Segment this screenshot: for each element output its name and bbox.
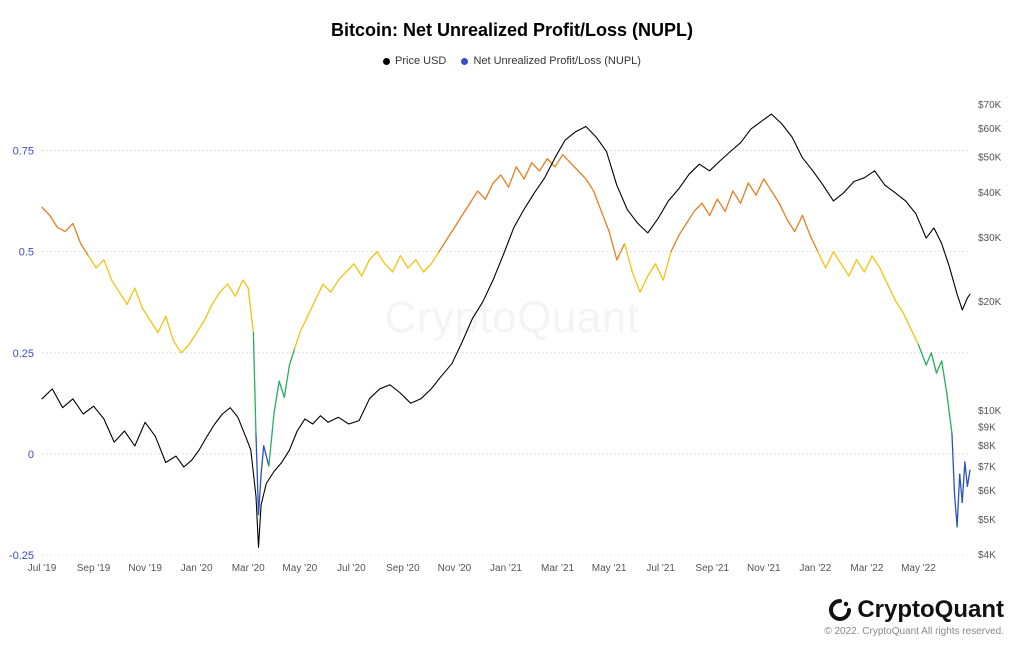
brand-logo-icon (829, 599, 851, 621)
svg-text:May '21: May '21 (592, 563, 627, 574)
svg-text:0.25: 0.25 (13, 348, 34, 360)
svg-text:$10K: $10K (978, 406, 1002, 417)
svg-text:Nov '20: Nov '20 (438, 563, 472, 574)
svg-text:Mar '22: Mar '22 (850, 563, 883, 574)
svg-text:$5K: $5K (978, 515, 996, 526)
svg-text:$70K: $70K (978, 100, 1002, 111)
svg-text:Jul '20: Jul '20 (337, 563, 366, 574)
svg-text:$20K: $20K (978, 297, 1002, 308)
svg-text:Nov '19: Nov '19 (128, 563, 162, 574)
svg-text:Jan '20: Jan '20 (181, 563, 213, 574)
svg-text:$50K: $50K (978, 153, 1002, 164)
svg-text:Sep '20: Sep '20 (386, 563, 420, 574)
plot-svg: -0.25 0 0.25 0.5 0.75 $4K $5K $6K $7K $8K $9K $10K… (0, 0, 1024, 645)
svg-text:May '22: May '22 (901, 563, 936, 574)
svg-text:0: 0 (28, 449, 34, 461)
svg-text:$30K: $30K (978, 233, 1002, 244)
svg-text:Mar '20: Mar '20 (232, 563, 265, 574)
svg-text:Sep '19: Sep '19 (77, 563, 111, 574)
svg-text:Jul '21: Jul '21 (646, 563, 675, 574)
brand-text: CryptoQuant (857, 596, 1004, 624)
svg-text:-0.25: -0.25 (9, 550, 34, 562)
svg-text:$6K: $6K (978, 486, 996, 497)
svg-text:$9K: $9K (978, 422, 996, 433)
svg-text:May '20: May '20 (282, 563, 317, 574)
svg-text:$7K: $7K (978, 462, 996, 473)
svg-text:$4K: $4K (978, 550, 996, 561)
svg-text:Nov '21: Nov '21 (747, 563, 781, 574)
svg-text:$8K: $8K (978, 441, 996, 452)
svg-text:Jan '22: Jan '22 (799, 563, 831, 574)
footer: CryptoQuant © 2022. CryptoQuant All righ… (824, 596, 1004, 637)
svg-text:Sep '21: Sep '21 (695, 563, 729, 574)
svg-text:0.75: 0.75 (13, 146, 34, 158)
chart-container: Bitcoin: Net Unrealized Profit/Loss (NUP… (0, 0, 1024, 645)
svg-text:Mar '21: Mar '21 (541, 563, 574, 574)
svg-text:$40K: $40K (978, 188, 1002, 199)
copyright: © 2022. CryptoQuant All rights reserved. (824, 626, 1004, 637)
svg-text:Jul '19: Jul '19 (28, 563, 57, 574)
svg-text:0.5: 0.5 (19, 247, 34, 259)
svg-text:Jan '21: Jan '21 (490, 563, 522, 574)
brand: CryptoQuant (824, 596, 1004, 624)
svg-text:$60K: $60K (978, 124, 1002, 135)
